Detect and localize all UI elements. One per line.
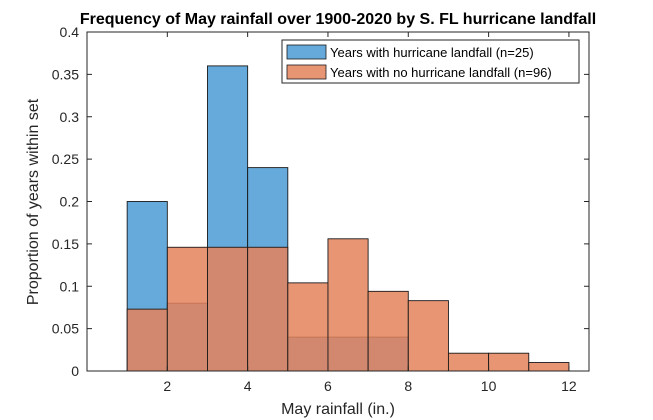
x-axis-label: May rainfall (in.): [281, 401, 395, 418]
x-tick-label: 6: [324, 378, 332, 394]
y-tick-label: 0.4: [60, 24, 80, 40]
y-tick-label: 0.25: [52, 151, 79, 167]
x-tick-label: 8: [404, 378, 412, 394]
y-tick-label: 0.05: [52, 321, 79, 337]
legend-box: [281, 39, 580, 84]
bar-series1-bin9: [488, 352, 530, 372]
y-tick-label: 0.3: [60, 109, 80, 125]
bar-series1-bin5: [327, 238, 369, 372]
bar-series1-bin10: [528, 362, 570, 372]
chart-title: Frequency of May rainfall over 1900-2020…: [80, 11, 596, 28]
x-tick-label: 10: [481, 378, 497, 394]
y-tick-label: 0.15: [52, 236, 79, 252]
bar-series1-bin0: [126, 308, 168, 372]
bar-series1-bin7: [407, 300, 449, 372]
bar-series1-bin2: [207, 246, 249, 372]
x-axis-ticks: 2 4 6 8 10 12: [163, 32, 577, 394]
bar-series1-bin8: [447, 352, 490, 372]
x-tick-label: 4: [244, 378, 252, 394]
x-tick-label: 2: [163, 378, 171, 394]
legend: Years with hurricane landfall (n=25) Yea…: [281, 39, 580, 84]
bars-layer: [126, 65, 570, 372]
y-tick-label: 0: [71, 363, 79, 379]
bar-series1-bin4: [287, 282, 329, 372]
x-tick-label: 12: [561, 378, 577, 394]
series-1: [126, 238, 570, 372]
y-axis-ticks: 0 0.05 0.1 0.15 0.2 0.25 0.3 0.35 0.4: [52, 24, 589, 379]
y-tick-label: 0.1: [60, 278, 80, 294]
bar-series1-bin6: [367, 290, 409, 372]
legend-swatch-hurricane: [286, 44, 327, 60]
legend-label-hurricane: Years with hurricane landfall (n=25): [330, 45, 534, 60]
y-axis-label: Proportion of years within set: [25, 98, 42, 305]
legend-swatch-no-hurricane: [286, 64, 327, 80]
bar-series1-bin1: [166, 246, 208, 372]
legend-label-no-hurricane: Years with no hurricane landfall (n=96): [330, 65, 552, 80]
y-tick-label: 0.35: [52, 66, 79, 82]
bar-series1-bin3: [247, 246, 289, 372]
y-tick-label: 0.2: [60, 194, 80, 210]
